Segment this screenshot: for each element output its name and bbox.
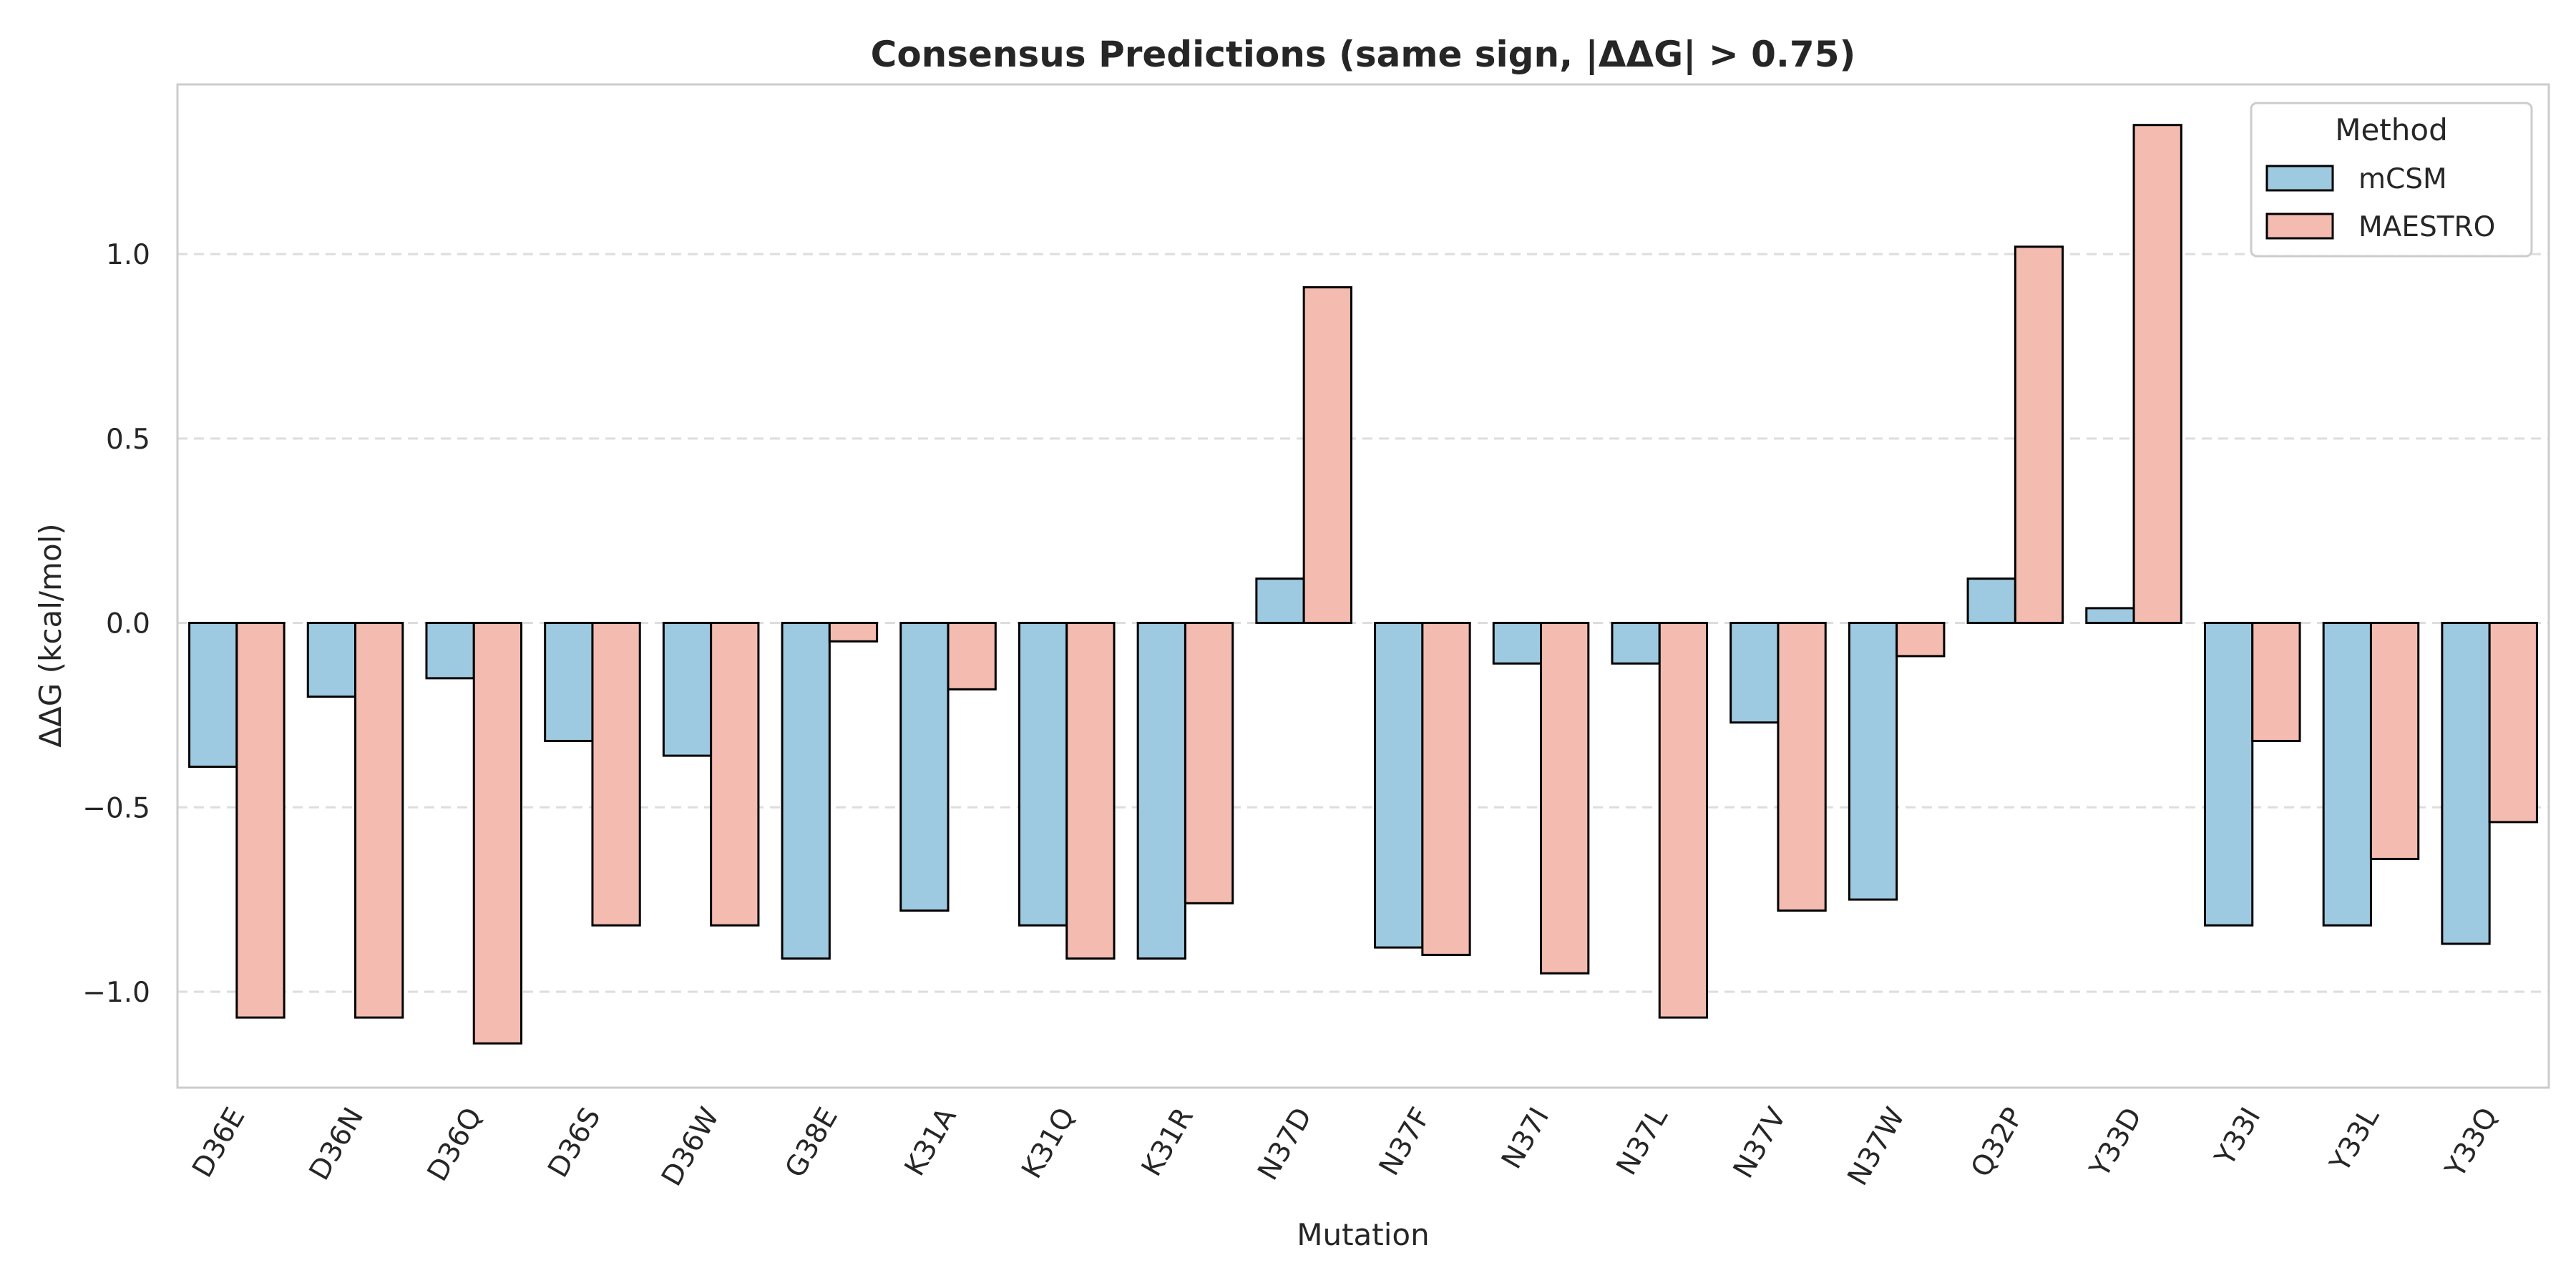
x-tick-label: N37V bbox=[1727, 1102, 1793, 1184]
y-tick-label: 0.5 bbox=[106, 424, 150, 456]
bar-mcsm-k31q bbox=[1018, 622, 1068, 927]
x-tick-label: N37I bbox=[1496, 1103, 1556, 1175]
x-tick-label: G38E bbox=[779, 1103, 844, 1184]
x-axis-label: Mutation bbox=[1297, 1217, 1430, 1252]
bar-maestro-y33i bbox=[2251, 622, 2301, 742]
legend-label-mcsm: mCSM bbox=[2358, 163, 2447, 195]
x-tick-label: N37F bbox=[1373, 1103, 1438, 1181]
x-tick-label: N37W bbox=[1842, 1103, 1912, 1191]
x-tick-label: Y33D bbox=[2083, 1103, 2148, 1184]
bar-mcsm-y33l bbox=[2322, 622, 2372, 927]
bar-mcsm-k31r bbox=[1136, 622, 1186, 960]
bar-mcsm-y33i bbox=[2203, 622, 2254, 927]
bar-mcsm-d36n bbox=[306, 622, 357, 698]
bar-maestro-n37d bbox=[1302, 286, 1352, 625]
bar-maestro-g38e bbox=[828, 622, 879, 643]
bar-maestro-n37f bbox=[1421, 622, 1471, 956]
x-tick-label: N37D bbox=[1252, 1103, 1318, 1186]
bar-maestro-d36w bbox=[710, 622, 760, 927]
bar-mcsm-d36s bbox=[544, 622, 594, 742]
bar-maestro-y33d bbox=[2132, 124, 2182, 625]
x-tick-label: N37L bbox=[1611, 1102, 1674, 1181]
x-tick-label: K31R bbox=[1136, 1103, 1200, 1182]
bars bbox=[188, 124, 2538, 1045]
x-tick-label: D36S bbox=[542, 1103, 607, 1184]
legend: Method mCSM MAESTRO bbox=[2250, 102, 2533, 258]
x-tick-label: K31Q bbox=[1015, 1103, 1081, 1184]
bar-maestro-n37v bbox=[1777, 622, 1827, 912]
bar-mcsm-y33q bbox=[2441, 622, 2491, 945]
x-tick-label: Y33L bbox=[2323, 1102, 2386, 1178]
bar-maestro-k31r bbox=[1184, 622, 1234, 904]
legend-swatch-maestro bbox=[2265, 213, 2334, 240]
bar-maestro-n37i bbox=[1540, 622, 1590, 975]
bar-mcsm-g38e bbox=[781, 622, 831, 960]
bar-mcsm-n37i bbox=[1492, 622, 1543, 665]
bar-mcsm-d36w bbox=[662, 622, 713, 757]
y-tick-label: −1.0 bbox=[82, 977, 150, 1009]
bar-mcsm-n37d bbox=[1255, 577, 1305, 625]
legend-swatch-mcsm bbox=[2265, 165, 2334, 192]
x-tick-label: Y33I bbox=[2208, 1103, 2267, 1172]
x-tick-label: D36N bbox=[303, 1103, 370, 1186]
bar-mcsm-y33d bbox=[2085, 607, 2135, 625]
bar-maestro-k31a bbox=[947, 622, 997, 691]
bar-mcsm-q32p bbox=[1966, 577, 2016, 625]
bar-mcsm-d36q bbox=[425, 622, 475, 680]
legend-label-maestro: MAESTRO bbox=[2358, 211, 2495, 243]
bar-maestro-q32p bbox=[2014, 245, 2064, 625]
y-tick-label: −0.5 bbox=[82, 792, 150, 824]
bar-mcsm-n37w bbox=[1848, 622, 1898, 901]
bar-mcsm-n37l bbox=[1611, 622, 1661, 665]
y-tick-label: 1.0 bbox=[106, 239, 150, 271]
x-tick-label: D36W bbox=[655, 1103, 726, 1192]
x-tick-label: D36Q bbox=[421, 1103, 489, 1187]
bar-maestro-d36n bbox=[354, 622, 404, 1019]
plot-frame bbox=[176, 83, 2550, 1089]
y-tick-label: 0.0 bbox=[106, 608, 150, 640]
bar-mcsm-n37f bbox=[1374, 622, 1424, 949]
bar-maestro-k31q bbox=[1065, 622, 1116, 960]
x-tick-label: Q32P bbox=[1965, 1103, 2030, 1183]
legend-title: Method bbox=[2335, 112, 2448, 147]
bar-mcsm-d36e bbox=[188, 622, 238, 769]
grid-lines bbox=[177, 253, 2549, 993]
y-axis-ticks: −1.0 −0.5 0.0 0.5 1.0 bbox=[82, 239, 150, 1009]
x-tick-label: D36E bbox=[186, 1103, 251, 1184]
bar-maestro-d36s bbox=[591, 622, 641, 927]
x-tick-label: Y33Q bbox=[2439, 1103, 2504, 1184]
bar-maestro-y33q bbox=[2488, 622, 2538, 824]
bar-maestro-y33l bbox=[2369, 622, 2420, 860]
bar-mcsm-n37v bbox=[1729, 622, 1780, 724]
bar-maestro-n37w bbox=[1896, 622, 1946, 658]
x-axis-ticks: D36E D36N D36Q D36S D36W G38E K31A K31Q K31R N37D… bbox=[186, 1102, 2504, 1191]
bar-maestro-d36q bbox=[472, 622, 523, 1045]
bar-maestro-n37l bbox=[1658, 622, 1709, 1019]
bar-maestro-d36e bbox=[235, 622, 286, 1019]
bar-mcsm-k31a bbox=[899, 622, 950, 912]
chart-title: Consensus Predictions (same sign, |ΔΔG| … bbox=[871, 34, 1856, 75]
y-axis-label: ΔΔG (kcal/mol) bbox=[33, 523, 68, 747]
x-tick-label: K31A bbox=[899, 1102, 963, 1181]
